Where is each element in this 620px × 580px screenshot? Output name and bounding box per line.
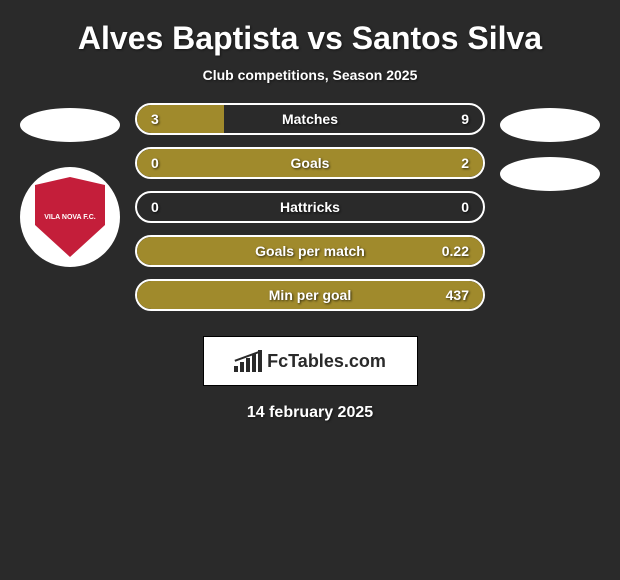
chart-icon — [234, 350, 262, 372]
stat-row: Min per goal 437 — [135, 279, 485, 311]
stat-fill-left — [137, 105, 224, 133]
team-badge-left: VILA NOVA F.C. — [20, 157, 120, 277]
logo-text: FcTables.com — [267, 351, 386, 372]
stat-value-left: 0 — [151, 155, 159, 171]
stat-label: Min per goal — [269, 287, 351, 303]
logo-box[interactable]: FcTables.com — [203, 336, 418, 386]
stat-label: Hattricks — [280, 199, 340, 215]
stat-value-right: 9 — [461, 111, 469, 127]
stat-value-right: 0 — [461, 199, 469, 215]
stat-row: 0 Hattricks 0 — [135, 191, 485, 223]
stat-label: Matches — [282, 111, 338, 127]
date-label: 14 february 2025 — [10, 386, 610, 422]
stat-value-right: 2 — [461, 155, 469, 171]
player-right-ellipse-1 — [500, 108, 600, 142]
stat-label: Goals per match — [255, 243, 365, 259]
player-right-ellipse-2 — [500, 157, 600, 191]
stat-value-right: 0.22 — [442, 243, 469, 259]
stat-value-left: 0 — [151, 199, 159, 215]
shield-icon: VILA NOVA F.C. — [35, 177, 105, 257]
stat-row: Goals per match 0.22 — [135, 235, 485, 267]
badge-circle: VILA NOVA F.C. — [20, 167, 120, 267]
page-title: Alves Baptista vs Santos Silva — [10, 10, 610, 62]
content-area: VILA NOVA F.C. 3 Matches 9 0 Goals 2 0 Hattrick… — [10, 103, 610, 311]
stat-value-right: 437 — [446, 287, 469, 303]
subtitle: Club competitions, Season 2025 — [10, 62, 610, 103]
stat-row: 0 Goals 2 — [135, 147, 485, 179]
badge-label: VILA NOVA F.C. — [44, 214, 95, 221]
left-column: VILA NOVA F.C. — [15, 103, 125, 277]
player-left-ellipse — [20, 108, 120, 142]
stats-column: 3 Matches 9 0 Goals 2 0 Hattricks 0 Goals per mat… — [135, 103, 485, 311]
stat-value-left: 3 — [151, 111, 159, 127]
stat-row: 3 Matches 9 — [135, 103, 485, 135]
main-container: Alves Baptista vs Santos Silva Club comp… — [0, 0, 620, 432]
right-column — [495, 103, 605, 191]
stat-label: Goals — [291, 155, 330, 171]
